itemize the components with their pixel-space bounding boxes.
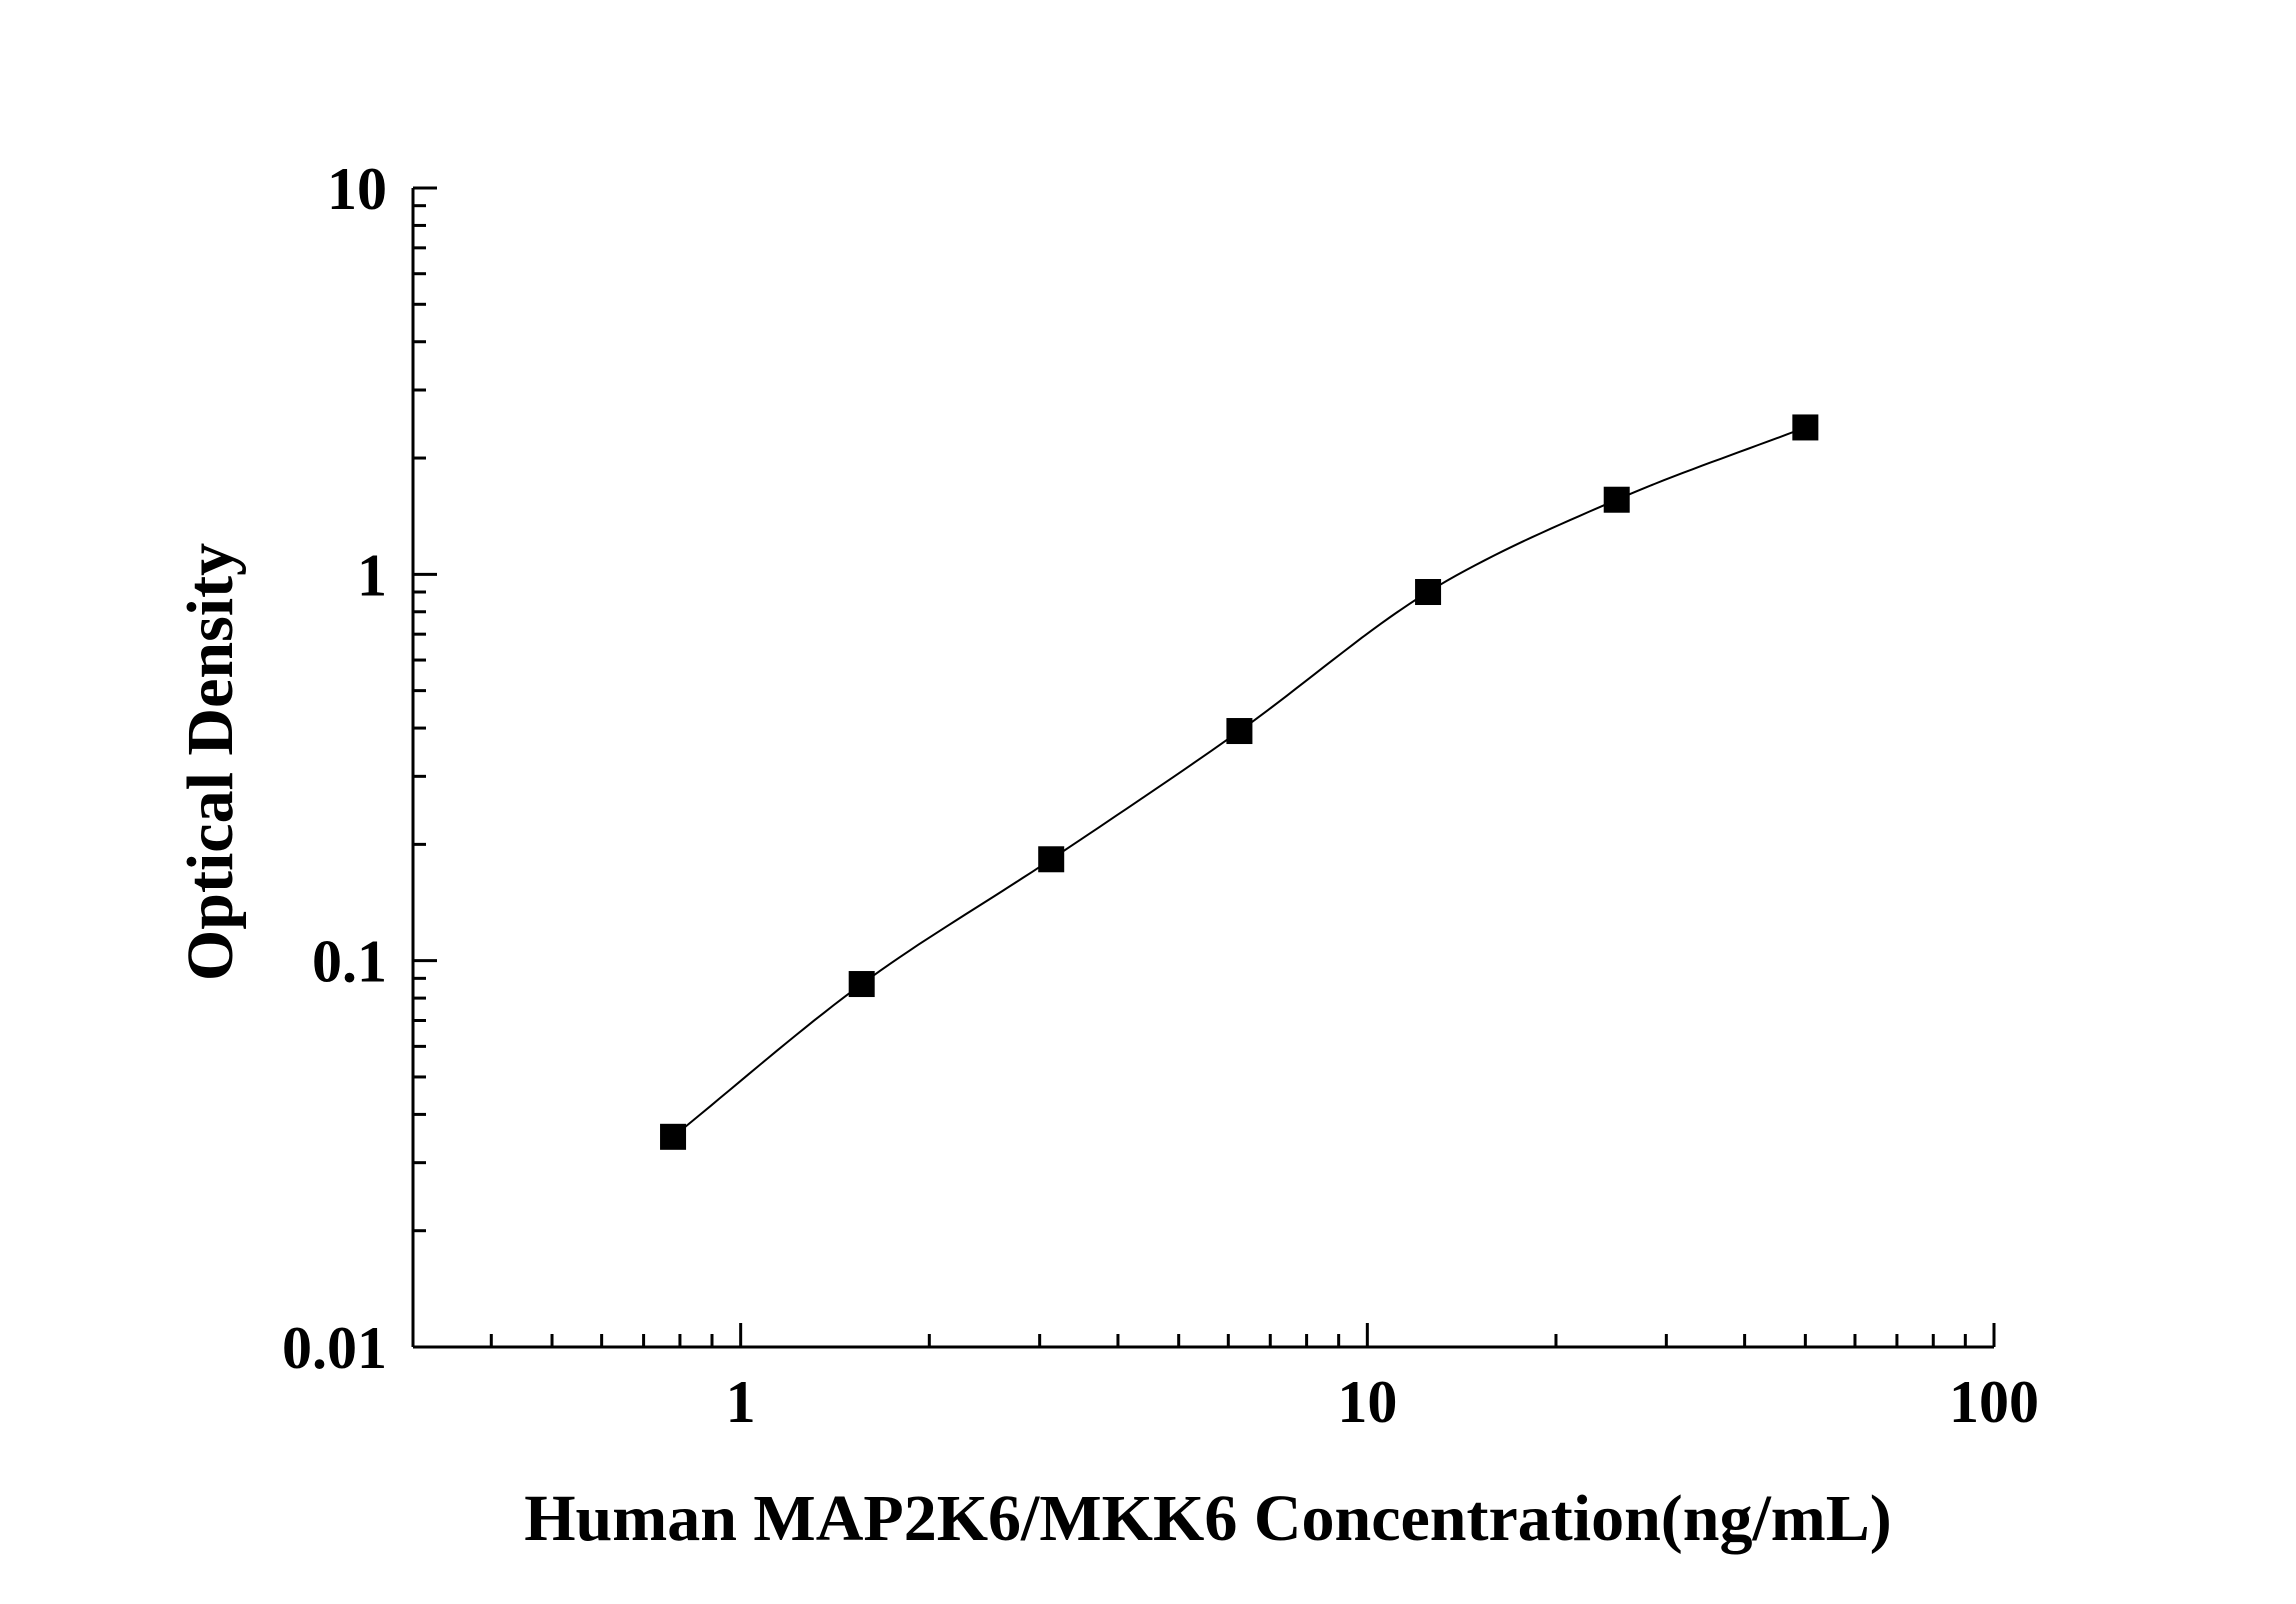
y-tick-label: 10 xyxy=(327,156,387,222)
data-point xyxy=(1038,846,1065,873)
x-tick-label: 10 xyxy=(1337,1369,1397,1435)
x-axis-label: Human MAP2K6/MKK6 Concentration(ng/mL) xyxy=(524,1482,1892,1555)
x-tick-label: 100 xyxy=(1949,1369,2039,1435)
data-point xyxy=(1603,486,1630,513)
y-axis-label: Optical Density xyxy=(174,543,247,981)
y-tick-label: 0.1 xyxy=(312,929,387,995)
data-point xyxy=(1415,579,1442,606)
axes xyxy=(411,188,1994,1349)
ticks xyxy=(411,186,1996,1349)
data-point xyxy=(660,1123,687,1150)
data-point xyxy=(848,971,875,998)
data-point xyxy=(1226,718,1253,745)
x-tick-label: 1 xyxy=(726,1369,756,1435)
data-markers xyxy=(660,414,1819,1150)
y-tick-label: 0.01 xyxy=(282,1315,387,1381)
fit-curve xyxy=(672,426,1806,1138)
y-tick-label: 1 xyxy=(357,542,387,608)
data-point xyxy=(1792,414,1819,441)
tick-labels: 1 10 100 0.01 0.1 1 10 xyxy=(282,156,2039,1435)
